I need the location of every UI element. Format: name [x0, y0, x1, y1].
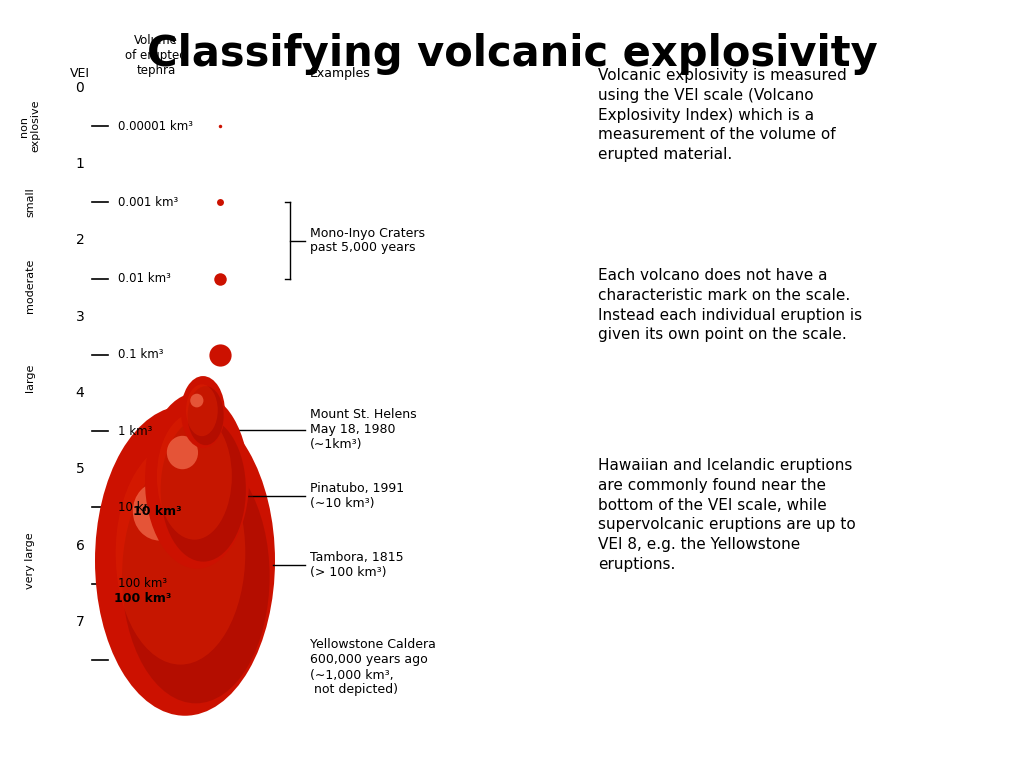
Text: 10 km³: 10 km³ — [133, 505, 181, 518]
Text: VEI: VEI — [70, 68, 90, 81]
Text: small: small — [25, 187, 35, 217]
Text: very large: very large — [25, 532, 35, 589]
Text: Classifying volcanic explosivity: Classifying volcanic explosivity — [146, 33, 878, 75]
Text: 7: 7 — [76, 614, 84, 629]
Text: 4: 4 — [76, 386, 84, 400]
Text: 2: 2 — [76, 233, 84, 247]
Text: Mount St. Helens
May 18, 1980
(∼1km³): Mount St. Helens May 18, 1980 (∼1km³) — [310, 408, 417, 451]
Text: large: large — [25, 363, 35, 392]
Text: 0.001 km³: 0.001 km³ — [118, 196, 178, 209]
Text: Tambora, 1815
(> 100 km³): Tambora, 1815 (> 100 km³) — [310, 551, 403, 578]
Text: Examples: Examples — [310, 68, 371, 81]
Ellipse shape — [161, 417, 246, 561]
Ellipse shape — [133, 482, 186, 541]
Text: 0.00001 km³: 0.00001 km³ — [118, 120, 193, 133]
Text: non
explosive: non explosive — [19, 100, 41, 152]
Text: Volume
of erupted
tephra: Volume of erupted tephra — [125, 34, 186, 77]
Text: 0.01 km³: 0.01 km³ — [118, 272, 171, 285]
Ellipse shape — [181, 376, 225, 448]
Text: Mono-Inyo Craters
past 5,000 years: Mono-Inyo Craters past 5,000 years — [310, 227, 425, 254]
Ellipse shape — [186, 384, 218, 436]
Ellipse shape — [122, 449, 269, 703]
Text: Hawaiian and Icelandic eruptions
are commonly found near the
bottom of the VEI s: Hawaiian and Icelandic eruptions are com… — [598, 458, 856, 572]
Ellipse shape — [190, 394, 204, 407]
Text: 3: 3 — [76, 310, 84, 324]
Text: 100 km³: 100 km³ — [115, 592, 172, 605]
Ellipse shape — [167, 435, 198, 469]
Text: Volcanic explosivity is measured
using the VEI scale (Volcano
Explosivity Index): Volcanic explosivity is measured using t… — [598, 68, 847, 162]
Text: Yellowstone Caldera
600,000 years ago
(∼1,000 km³,
 not depicted): Yellowstone Caldera 600,000 years ago (∼… — [310, 638, 436, 697]
Ellipse shape — [187, 386, 223, 445]
Ellipse shape — [95, 406, 275, 716]
Text: moderate: moderate — [25, 259, 35, 313]
Text: 100 km³: 100 km³ — [118, 577, 167, 590]
Text: 1: 1 — [76, 157, 84, 171]
Text: 0: 0 — [76, 81, 84, 95]
Text: 10 km³: 10 km³ — [118, 501, 160, 514]
Text: 0.1 km³: 0.1 km³ — [118, 349, 164, 362]
Text: Pinatubo, 1991
(∼10 km³): Pinatubo, 1991 (∼10 km³) — [310, 482, 404, 510]
Text: Each volcano does not have a
characteristic mark on the scale.
Instead each indi: Each volcano does not have a characteris… — [598, 268, 862, 343]
Text: 6: 6 — [76, 538, 84, 552]
Ellipse shape — [145, 392, 249, 568]
Ellipse shape — [157, 413, 231, 540]
Text: 1 km³: 1 km³ — [118, 425, 153, 438]
Text: 5: 5 — [76, 462, 84, 476]
Ellipse shape — [116, 442, 246, 664]
